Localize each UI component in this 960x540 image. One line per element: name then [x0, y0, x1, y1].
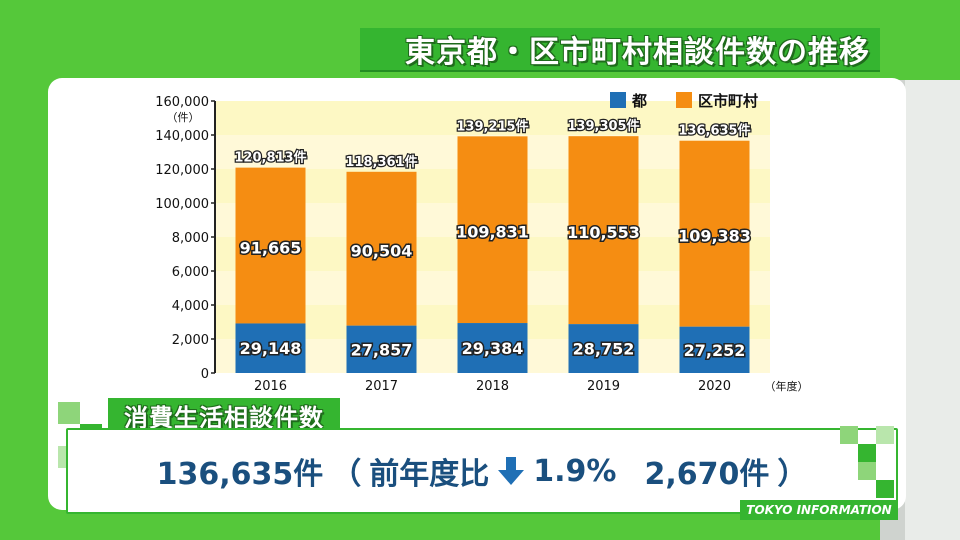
- bar-municipal: [568, 136, 639, 325]
- background-light-panel: [905, 80, 960, 540]
- bar-municipal: [235, 167, 306, 324]
- total-label: 118,361件: [345, 154, 417, 170]
- bar-municipal: [679, 140, 750, 327]
- decor-square: [858, 444, 876, 462]
- footer-banner: TOKYO INFORMATION: [740, 500, 898, 520]
- stat-summary-box: 136,635件 （ 前年度比 1.9% 2,670件 ）: [66, 428, 898, 514]
- data-label-municipal: 109,383: [678, 227, 751, 246]
- data-label-municipal: 91,665: [240, 239, 302, 258]
- subtitle-banner: 消費生活相談件数: [108, 398, 340, 432]
- y-tick-label: 8,000: [172, 231, 209, 246]
- x-tick-label: 2018: [476, 379, 509, 394]
- legend-label-municipal: 区市町村: [698, 92, 758, 110]
- data-label-tokyo: 29,384: [462, 339, 524, 358]
- y-tick-label: 4,000: [172, 299, 209, 314]
- x-tick-label: 2016: [254, 379, 287, 394]
- title-banner: 東京都・区市町村相談件数の推移: [360, 28, 880, 70]
- bar-tokyo: [679, 326, 750, 373]
- down-arrow-icon: [498, 457, 525, 485]
- legend-swatch-municipal: [676, 92, 692, 108]
- y-tick-label: 0: [201, 367, 209, 382]
- data-label-tokyo: 29,148: [240, 339, 302, 358]
- bar-tokyo: [457, 323, 528, 373]
- decor-square: [58, 402, 80, 424]
- decor-square: [858, 462, 876, 480]
- stat-diff: 2,670件: [644, 457, 770, 492]
- y-tick-label: 6,000: [172, 265, 209, 280]
- subtitle: 消費生活相談件数: [124, 403, 324, 432]
- stat-compare-label: 前年度比: [369, 457, 490, 492]
- total-label: 136,635件: [678, 123, 750, 139]
- legend-label-tokyo: 都: [631, 92, 647, 110]
- y-tick-label: 2,000: [172, 333, 209, 348]
- bar-municipal: [346, 171, 417, 326]
- y-tick-label: 160,000: [155, 95, 209, 110]
- data-label-tokyo: 27,857: [351, 340, 413, 359]
- bar-municipal: [457, 136, 528, 324]
- stat-paren-close: ）: [777, 457, 808, 492]
- footer-label: TOKYO INFORMATION: [746, 503, 892, 517]
- x-axis-unit: （年度）: [765, 379, 809, 393]
- legend-swatch-tokyo: [610, 92, 626, 108]
- total-label: 139,305件: [567, 118, 639, 134]
- bar-tokyo: [346, 325, 417, 373]
- data-label-tokyo: 27,252: [684, 341, 746, 360]
- bar-tokyo: [568, 324, 639, 373]
- data-label-municipal: 110,553: [567, 223, 640, 242]
- data-label-municipal: 90,504: [351, 242, 413, 261]
- y-tick-label: 140,000: [155, 129, 209, 144]
- y-tick-label: 120,000: [155, 163, 209, 178]
- x-tick-label: 2020: [698, 379, 731, 394]
- y-axis-unit: （件）: [167, 111, 200, 124]
- bar-tokyo: [235, 323, 306, 373]
- total-label: 120,813件: [234, 150, 306, 166]
- stat-percent: 1.9%: [533, 453, 617, 489]
- total-label: 139,215件: [456, 118, 528, 134]
- stat-paren-open: （: [331, 457, 362, 492]
- data-label-municipal: 109,831: [456, 223, 529, 242]
- data-label-tokyo: 28,752: [573, 340, 635, 359]
- decor-square: [840, 426, 858, 444]
- decor-square: [876, 426, 894, 444]
- stat-line: 136,635件 （ 前年度比 1.9% 2,670件 ）: [68, 430, 896, 512]
- x-tick-label: 2017: [365, 379, 398, 394]
- y-tick-label: 100,000: [155, 197, 209, 212]
- decor-square: [876, 480, 894, 498]
- stat-total: 136,635件: [156, 457, 324, 492]
- x-tick-label: 2019: [587, 379, 620, 394]
- page-title: 東京都・区市町村相談件数の推移: [405, 35, 870, 70]
